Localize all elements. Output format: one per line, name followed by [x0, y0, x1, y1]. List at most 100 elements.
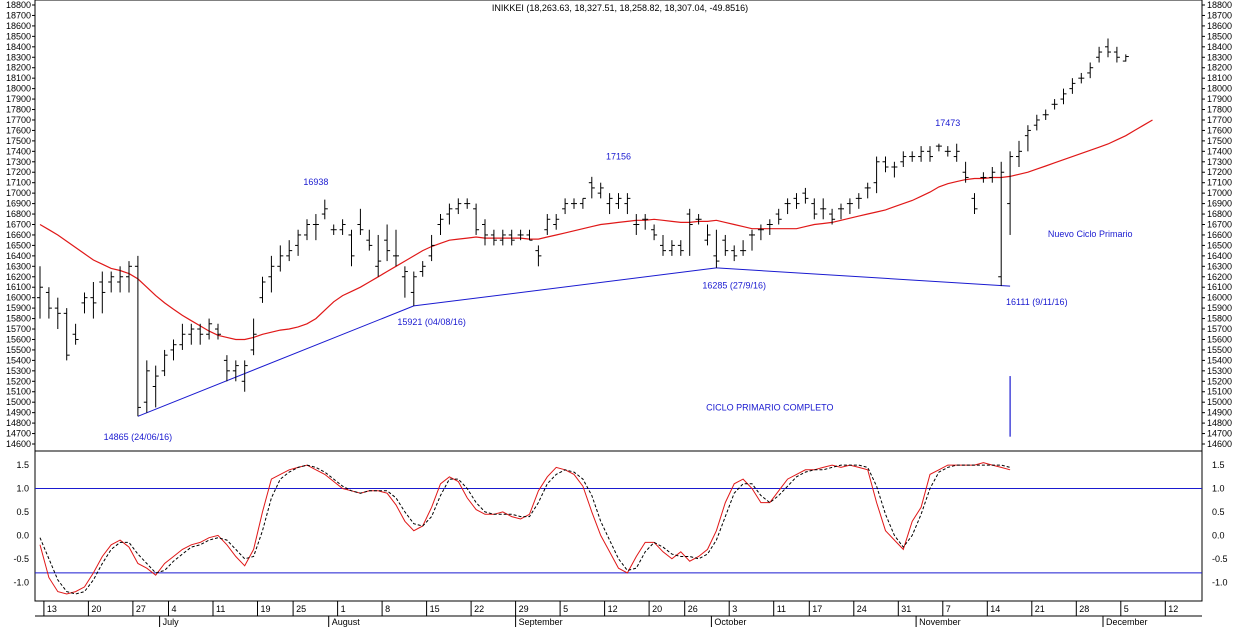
- y-tick-label-left: 17900: [6, 94, 31, 104]
- ohlc-bar: [686, 208, 693, 256]
- y-tick-label-right: 17200: [1207, 167, 1232, 177]
- osc-tick-label-left: -0.5: [13, 554, 29, 564]
- y-tick-label-left: 16900: [6, 199, 31, 209]
- x-day-label: 13: [47, 604, 57, 614]
- ohlc-bar: [268, 255, 275, 293]
- osc-tick-label-right: 1.0: [1212, 484, 1225, 494]
- y-tick-label-left: 17200: [6, 167, 31, 177]
- ohlc-bar: [864, 182, 871, 199]
- y-tick-label-right: 14900: [1207, 408, 1232, 418]
- y-tick-label-right: 18500: [1207, 31, 1232, 41]
- osc-tick-label-left: 0.5: [16, 507, 29, 517]
- ohlc-bar: [820, 198, 827, 220]
- osc-tick-label-right: 0.0: [1212, 530, 1225, 540]
- x-month-label: September: [519, 617, 563, 627]
- osc-tick-label-right: -1.0: [1212, 577, 1228, 587]
- y-tick-label-left: 17800: [6, 105, 31, 115]
- ohlc-bar: [615, 193, 622, 209]
- ohlc-bar: [1105, 38, 1111, 58]
- ohlc-bar: [295, 229, 302, 256]
- y-tick-label-right: 17900: [1207, 94, 1232, 104]
- ohlc-bar: [206, 318, 213, 340]
- y-tick-label-right: 17400: [1207, 146, 1232, 156]
- ohlc-bar: [90, 281, 97, 319]
- y-tick-label-left: 17100: [6, 178, 31, 188]
- x-day-label: 17: [812, 604, 822, 614]
- y-tick-label-right: 15500: [1207, 345, 1232, 355]
- y-tick-label-right: 18200: [1207, 63, 1232, 73]
- x-day-label: 20: [91, 604, 101, 614]
- ohlc-bar: [286, 240, 293, 262]
- ohlc-bar: [660, 234, 666, 256]
- y-tick-label-right: 15600: [1207, 334, 1232, 344]
- y-tick-label-right: 15200: [1207, 376, 1232, 386]
- ohlc-bar: [330, 224, 337, 235]
- ohlc-bar: [348, 229, 355, 267]
- ohlc-bar: [535, 245, 542, 267]
- ohlc-bar: [749, 229, 755, 251]
- y-tick-label-right: 17800: [1207, 105, 1232, 115]
- ohlc-bar: [526, 229, 533, 241]
- y-tick-label-left: 17400: [6, 146, 31, 156]
- ohlc-bar: [304, 219, 310, 241]
- ohlc-bar: [811, 198, 818, 220]
- ohlc-bar: [1087, 62, 1094, 79]
- ohlc-bar: [197, 323, 204, 345]
- ohlc-bar: [188, 323, 195, 345]
- ohlc-bar: [277, 245, 284, 272]
- y-tick-label-right: 15900: [1207, 303, 1232, 313]
- y-tick-label-left: 15400: [6, 355, 31, 365]
- ohlc-bar: [482, 219, 488, 246]
- ohlc-bar: [108, 271, 115, 293]
- ohlc-bar: [980, 172, 987, 183]
- ohlc-bar: [410, 271, 417, 306]
- x-day-label: 24: [857, 604, 867, 614]
- ohlc-bar: [375, 234, 382, 277]
- x-day-label: 1: [341, 604, 346, 614]
- ohlc-bar: [633, 214, 640, 235]
- ohlc-bar: [784, 198, 791, 215]
- annotation-label: 14865 (24/06/16): [104, 432, 173, 442]
- ohlc-bar: [1016, 140, 1022, 168]
- trendline-segment: [137, 305, 414, 417]
- y-tick-label-right: 17600: [1207, 125, 1232, 135]
- x-day-label: 3: [732, 604, 737, 614]
- ohlc-bar: [446, 203, 453, 225]
- y-tick-label-left: 16500: [6, 240, 31, 250]
- x-month-label: December: [1106, 617, 1148, 627]
- osc-tick-label-right: 0.5: [1212, 507, 1225, 517]
- x-day-label: 5: [563, 604, 568, 614]
- osc-tick-label-right: 1.5: [1212, 460, 1225, 470]
- x-day-label: 15: [430, 604, 440, 614]
- ohlc-bar: [793, 193, 800, 209]
- y-tick-label-left: 18400: [6, 42, 31, 52]
- ohlc-bar: [944, 146, 951, 157]
- annotation-label: 16285 (27/9/16): [702, 280, 766, 290]
- y-tick-label-right: 18000: [1207, 84, 1232, 94]
- y-tick-label-right: 16500: [1207, 240, 1232, 250]
- y-tick-label-left: 16000: [6, 293, 31, 303]
- ohlc-bar: [571, 198, 577, 209]
- y-tick-label-right: 18400: [1207, 42, 1232, 52]
- annotation-label: 16111 (9/11/16): [1006, 297, 1068, 307]
- y-tick-label-right: 16600: [1207, 230, 1232, 240]
- ohlc-bar: [1051, 99, 1058, 110]
- ohlc-bar: [553, 214, 560, 230]
- osc-tick-label-right: -0.5: [1212, 554, 1228, 564]
- ohlc-bar: [606, 193, 613, 215]
- y-tick-label-left: 18000: [6, 84, 31, 94]
- y-tick-label-left: 16100: [6, 282, 31, 292]
- ohlc-bar: [829, 208, 836, 225]
- annotation-label: 17156: [606, 152, 631, 162]
- ohlc-bar: [241, 360, 248, 392]
- ohlc-bar: [223, 355, 230, 382]
- ohlc-bar: [517, 229, 524, 241]
- ohlc-bar: [1033, 114, 1040, 131]
- ohlc-bar: [54, 297, 61, 330]
- y-tick-label-right: 18800: [1207, 0, 1232, 10]
- x-day-label: 4: [172, 604, 177, 614]
- x-day-label: 11: [777, 604, 786, 614]
- ohlc-bar: [642, 214, 649, 230]
- ohlc-bar: [179, 323, 186, 350]
- ohlc-bar: [802, 187, 809, 204]
